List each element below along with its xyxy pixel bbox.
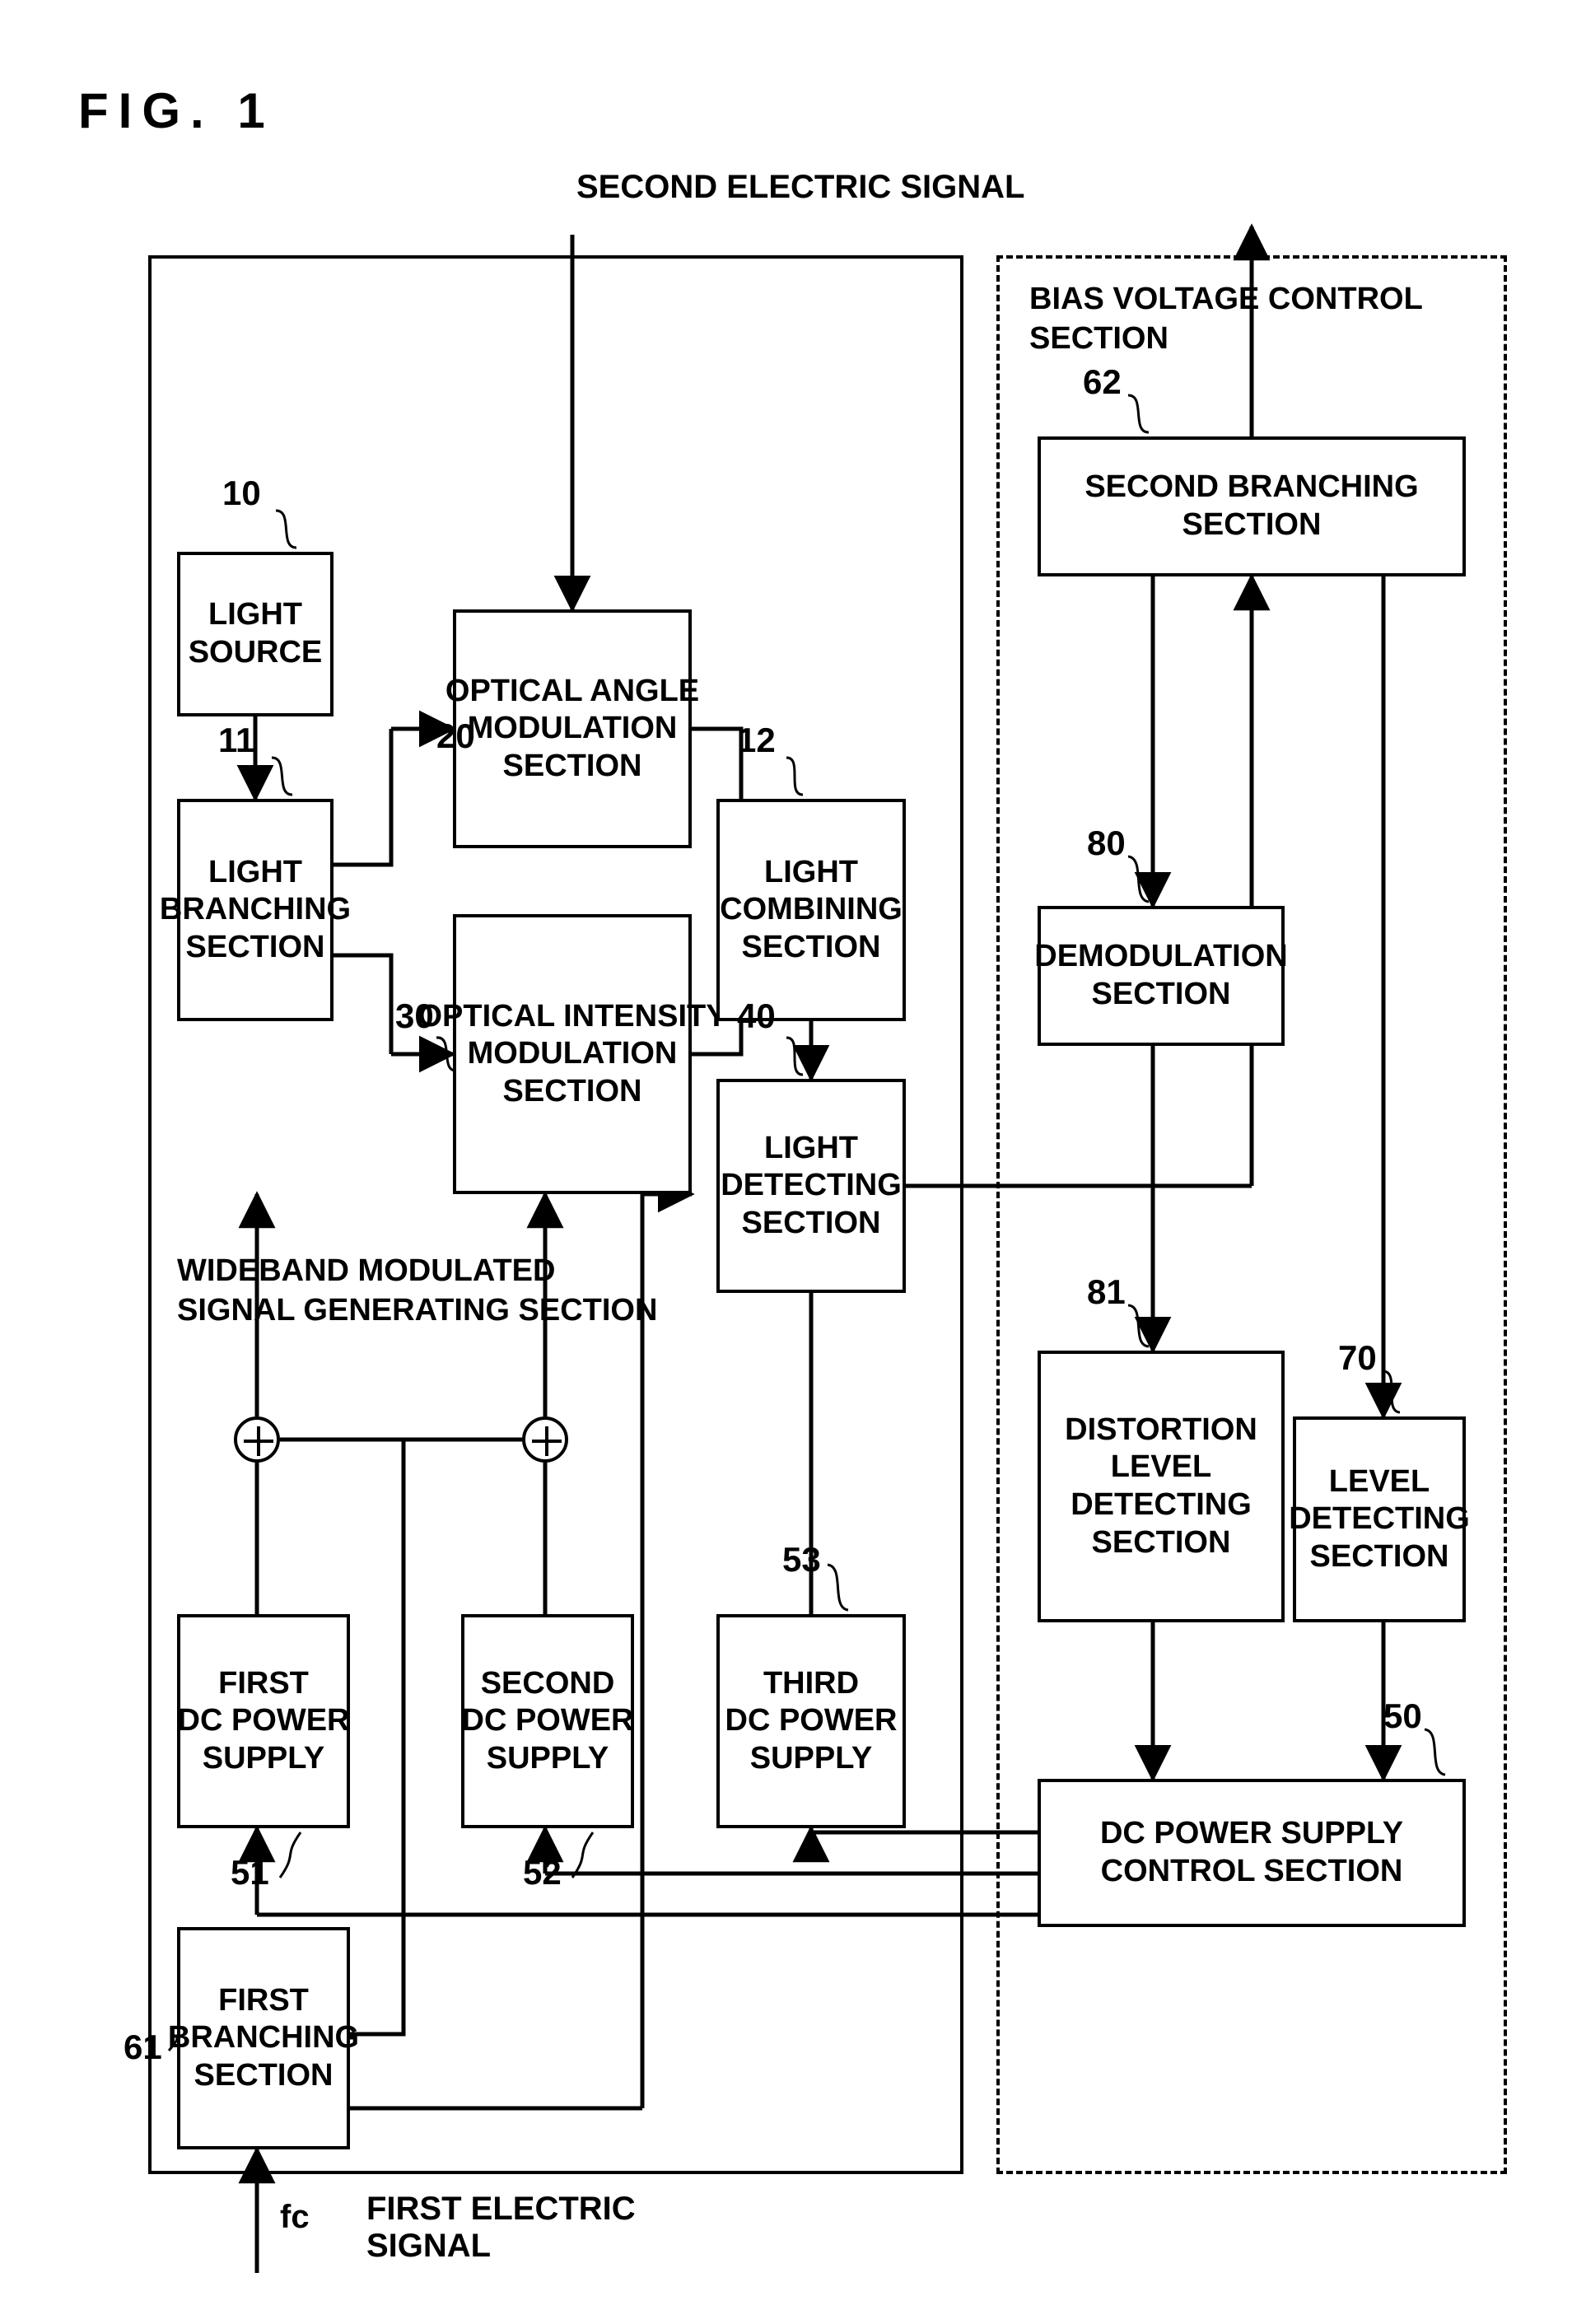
second-branching-box: SECOND BRANCHING SECTION <box>1038 436 1466 576</box>
num-51: 51 <box>231 1853 269 1892</box>
light-source-box: LIGHT SOURCE <box>177 552 334 716</box>
third-dc-box: THIRD DC POWER SUPPLY <box>716 1614 906 1828</box>
light-detecting-box: LIGHT DETECTING SECTION <box>716 1079 906 1293</box>
num-62: 62 <box>1083 362 1122 402</box>
distortion-detect-box: DISTORTION LEVEL DETECTING SECTION <box>1038 1351 1285 1622</box>
num-10: 10 <box>222 474 261 513</box>
num-81: 81 <box>1087 1272 1126 1312</box>
light-combining-box: LIGHT COMBINING SECTION <box>716 799 906 1021</box>
num-50: 50 <box>1383 1696 1422 1736</box>
num-40: 40 <box>737 996 776 1036</box>
optical-angle-mod-box: OPTICAL ANGLE MODULATION SECTION <box>453 609 692 848</box>
demodulation-box: DEMODULATION SECTION <box>1038 906 1285 1046</box>
num-12: 12 <box>737 721 776 760</box>
first-dc-box: FIRST DC POWER SUPPLY <box>177 1614 350 1828</box>
level-detect-box: LEVEL DETECTING SECTION <box>1293 1416 1466 1622</box>
num-61: 61 <box>124 2028 162 2067</box>
num-80: 80 <box>1087 824 1126 863</box>
optical-intensity-mod-box: OPTICAL INTENSITY MODULATION SECTION <box>453 914 692 1194</box>
second-dc-box: SECOND DC POWER SUPPLY <box>461 1614 634 1828</box>
first-branching-box: FIRST BRANCHING SECTION <box>177 1927 350 2149</box>
adder-2 <box>522 1416 568 1463</box>
light-branching-box: LIGHT BRANCHING SECTION <box>177 799 334 1021</box>
dc-control-box: DC POWER SUPPLY CONTROL SECTION <box>1038 1779 1466 1927</box>
num-20: 20 <box>436 716 475 756</box>
num-70: 70 <box>1338 1338 1377 1378</box>
num-52: 52 <box>523 1853 562 1892</box>
num-30: 30 <box>395 996 434 1036</box>
num-11: 11 <box>218 721 254 760</box>
diagram-canvas: FIG. 1 SECOND ELECTRIC SIGNAL FIRST ELEC… <box>0 0 1572 2324</box>
num-53: 53 <box>782 1540 821 1580</box>
adder-1 <box>234 1416 280 1463</box>
